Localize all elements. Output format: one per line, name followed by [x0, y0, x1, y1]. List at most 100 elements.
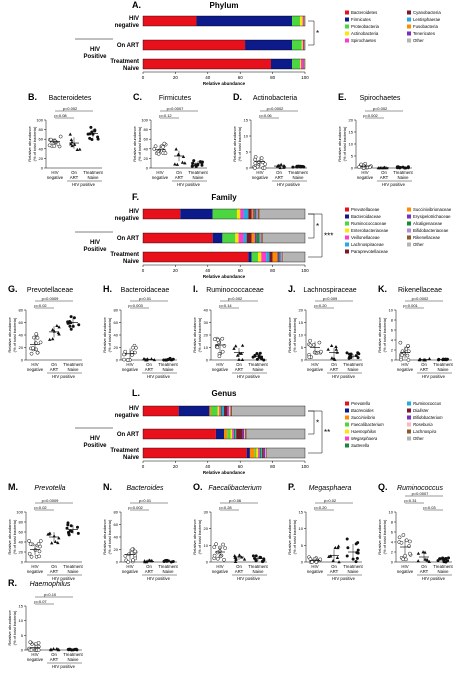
data-point [221, 350, 224, 353]
data-point [70, 328, 73, 331]
bar-segment [180, 209, 212, 219]
x-tick-label: Naive [348, 569, 360, 574]
data-point [53, 144, 56, 147]
data-point [59, 135, 62, 138]
y-tick-label: 0 [146, 166, 149, 171]
data-point [93, 130, 96, 133]
legend-swatch [407, 243, 411, 247]
bar-segment [279, 252, 281, 262]
data-point [329, 554, 332, 557]
data-point [76, 148, 79, 151]
data-point [34, 642, 37, 645]
row-label: On ART [117, 236, 139, 242]
legend-swatch [407, 236, 411, 240]
data-point [54, 540, 57, 543]
legend-swatch [345, 243, 349, 247]
bar-segment [243, 209, 248, 219]
chart-title: Genus [212, 389, 237, 398]
x-group-label: HIV positive [147, 374, 171, 379]
x-tick-label: 40 [205, 75, 211, 80]
panel-letter: J. [288, 284, 296, 294]
data-point [444, 358, 447, 361]
legend-swatch [407, 39, 411, 43]
data-point [73, 316, 76, 319]
pvalue-label: p=0.009 [323, 296, 338, 301]
bar-segment [222, 233, 235, 243]
y-tick-label: 5 [246, 150, 249, 155]
data-point [48, 338, 51, 341]
data-point [49, 138, 52, 141]
bar-segment [247, 233, 252, 243]
bar-segment [211, 406, 217, 416]
data-point [357, 549, 360, 552]
bar-segment [236, 429, 242, 439]
legend-entry: Prevotellaceae [351, 207, 380, 212]
data-point [89, 126, 92, 129]
legend-entry: Fusobacteria [413, 24, 438, 29]
x-tick-label: negative [47, 175, 64, 180]
bar-segment [221, 406, 223, 416]
bar-segment [244, 429, 245, 439]
y-tick-label: 15 [299, 320, 304, 325]
data-point [36, 336, 39, 339]
bar-segment [292, 16, 300, 26]
group-label: Positive [83, 443, 107, 449]
x-tick-label: negative [27, 569, 44, 574]
legend-entry: Erysipelotrichaceae [413, 214, 451, 219]
bar-segment [252, 233, 255, 243]
legend-entry: Ruminococcaceae [351, 221, 387, 226]
data-point [334, 546, 337, 549]
panel-letter: P. [288, 482, 295, 492]
bar-segment [222, 406, 224, 416]
y-tick-label: 60 [19, 320, 24, 325]
y-tick-label: 5 [301, 345, 304, 350]
x-tick-label: 60 [238, 268, 244, 273]
data-point [357, 356, 360, 359]
data-point [34, 548, 37, 551]
y-tick-label: 10 [204, 543, 209, 548]
y-axis-label: (% of total bacteria) [12, 610, 17, 645]
chart-title: Bacteroidetes [49, 95, 92, 102]
data-point [31, 347, 34, 350]
data-point [27, 539, 30, 542]
legend-entry: Prevotella [351, 401, 371, 406]
y-axis-label: (% of total bacteria) [12, 317, 17, 352]
data-point [194, 164, 197, 167]
x-tick-label: negative [122, 367, 139, 372]
data-point [255, 554, 258, 557]
x-tick-label: negative [212, 569, 229, 574]
bar-segment [209, 406, 211, 416]
x-group-label: HIV positive [52, 664, 76, 669]
row-label: On ART [117, 43, 139, 49]
bar-segment [260, 448, 262, 458]
legend-entry: Megasphaera [351, 436, 378, 441]
y-tick-label: 20 [39, 156, 44, 161]
data-point [182, 155, 185, 158]
bar-segment [248, 209, 251, 219]
pvalue-label: p=0.06 [259, 113, 272, 118]
x-tick-label: ART [380, 175, 389, 180]
x-group-label: HIV positive [422, 576, 446, 581]
pvalue-label: p=0.03 [423, 505, 436, 510]
data-point [241, 344, 244, 347]
data-point [335, 348, 338, 351]
data-point [222, 558, 225, 561]
data-point [181, 161, 184, 164]
group-label: HIV [90, 240, 100, 246]
data-point [29, 641, 32, 644]
data-point [216, 346, 219, 349]
data-point [234, 344, 237, 347]
pvalue-label: p=0.0002 [267, 106, 285, 111]
data-point [252, 554, 255, 557]
x-tick-label: Naive [68, 367, 80, 372]
x-tick-label: 0 [142, 464, 145, 469]
data-point [57, 331, 60, 334]
bar-segment [292, 40, 302, 50]
bar-segment [143, 252, 248, 262]
data-point [348, 353, 351, 356]
panel-letter: C. [133, 92, 142, 102]
bar-segment [252, 252, 258, 262]
data-point [221, 337, 224, 340]
legend-swatch [407, 416, 411, 420]
